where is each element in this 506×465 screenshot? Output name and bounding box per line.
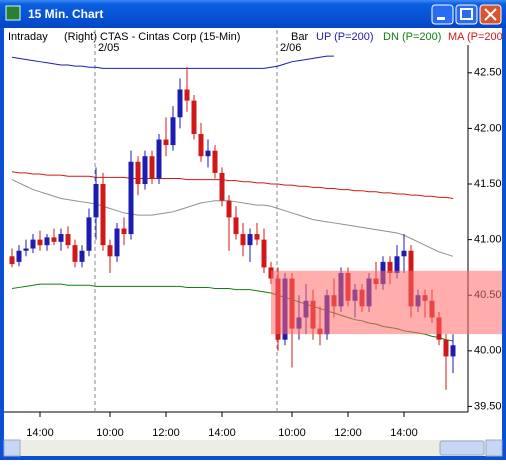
candle-body <box>247 234 253 246</box>
y-tick-label: 41.50 <box>474 178 502 190</box>
indicator-line <box>11 179 454 257</box>
candle-body <box>121 228 127 235</box>
candle-body <box>191 100 197 134</box>
x-tick-label: 14:00 <box>208 427 236 439</box>
candle-body <box>387 261 393 273</box>
candle-body <box>205 150 211 157</box>
title-bar <box>0 0 506 28</box>
candle-body <box>51 237 57 242</box>
y-tick-label: 39.50 <box>474 400 502 412</box>
candle-body <box>219 172 225 201</box>
x-tick-label: 12:00 <box>334 427 362 439</box>
candle-body <box>23 248 29 251</box>
y-tick-label: 40.00 <box>474 345 502 357</box>
close-glyph <box>484 8 497 21</box>
candle-body <box>142 156 148 185</box>
window-icon <box>5 5 21 21</box>
x-tick-label: 10:00 <box>96 427 124 439</box>
candle-body <box>65 234 71 246</box>
candle-body <box>240 234 246 246</box>
legend-entry: UP (P=200) <box>316 31 374 43</box>
candle-body <box>100 184 106 246</box>
candle-body <box>37 239 43 246</box>
candle-body <box>72 245 78 262</box>
y-tick-label: 41.00 <box>474 234 502 246</box>
scroll-right[interactable] <box>485 439 503 457</box>
candle-body <box>58 234 64 242</box>
minimize-button[interactable] <box>431 4 454 25</box>
candle-body <box>30 239 36 249</box>
candle-body <box>198 133 204 157</box>
candle-body <box>450 345 456 357</box>
highlight-zone <box>271 270 502 335</box>
y-tick-label: 42.00 <box>474 122 502 134</box>
candle-body <box>212 150 218 173</box>
candle-body <box>86 217 92 251</box>
candle-body <box>79 250 85 262</box>
candle-body <box>254 234 260 240</box>
window-title: 15 Min. Chart <box>28 7 103 21</box>
maximize-button[interactable] <box>455 4 478 25</box>
candle-body <box>16 250 22 262</box>
x-tick-label: 14:00 <box>390 427 418 439</box>
candle-body <box>44 237 50 246</box>
legend-entry: MA (P=200 <box>448 31 503 43</box>
symbol-label: CTAS - Cintas Corp (15-Min) <box>100 31 240 43</box>
y-tick-label: 42.50 <box>474 67 502 79</box>
minimize-glyph <box>437 17 445 20</box>
scroll-thumb[interactable] <box>439 440 485 456</box>
candle-body <box>9 256 15 265</box>
x-tick-label: 10:00 <box>278 427 306 439</box>
candle-body <box>135 161 141 185</box>
candle-body <box>443 339 449 357</box>
candle-body <box>149 156 155 179</box>
plot-background <box>4 28 502 456</box>
candle-body <box>93 184 99 218</box>
maximize-glyph <box>460 8 473 20</box>
style-label: Bar <box>291 31 308 43</box>
x-tick-label: 12:00 <box>152 427 180 439</box>
candle-body <box>394 256 400 273</box>
candle-body <box>170 117 176 146</box>
axis-side-label: (Right) <box>64 31 97 43</box>
candle-body <box>128 161 134 235</box>
candle-body <box>114 228 120 257</box>
candle-body <box>261 239 267 268</box>
candle-body <box>107 245 113 257</box>
legend-entry: DN (P=200) <box>383 31 441 43</box>
indicator-line <box>11 171 454 199</box>
date-label: 2/05 <box>98 42 119 54</box>
candle-body <box>177 89 183 118</box>
x-tick-label: 14:00 <box>26 427 54 439</box>
mode-label: Intraday <box>8 31 48 43</box>
candle-body <box>156 139 162 179</box>
scroll-left[interactable] <box>3 439 21 457</box>
indicator-line <box>11 55 334 69</box>
candle-body <box>184 89 190 101</box>
candle-body <box>233 217 239 235</box>
date-label: 2/06 <box>280 42 301 54</box>
scrollbar[interactable] <box>4 440 502 456</box>
candle-body <box>401 250 407 257</box>
candle-body <box>226 200 232 218</box>
candle-body <box>163 139 169 146</box>
